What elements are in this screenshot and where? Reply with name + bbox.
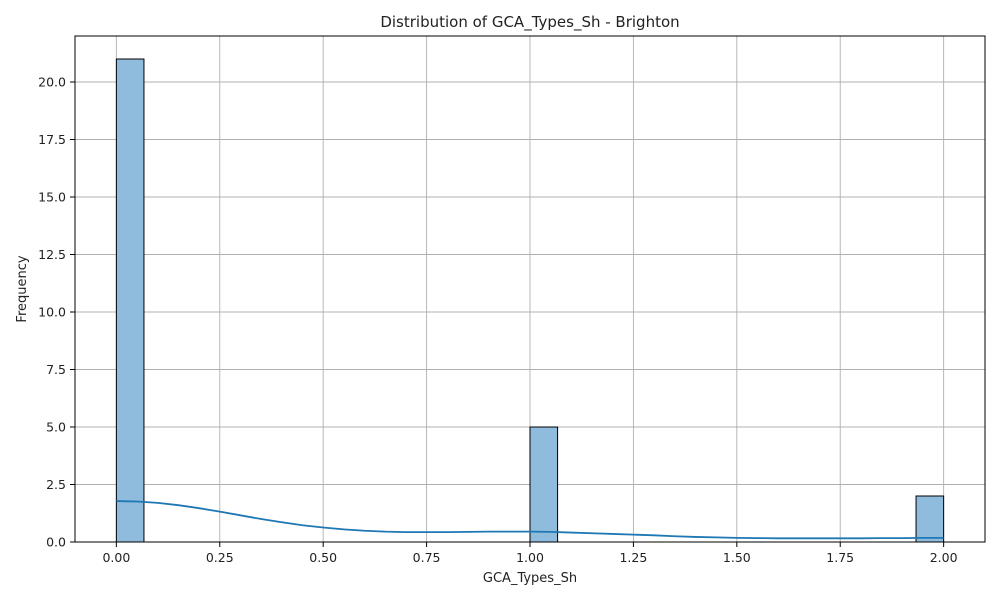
y-tick-label: 0.0: [46, 535, 66, 550]
chart-title: Distribution of GCA_Types_Sh - Brighton: [380, 13, 679, 32]
x-tick-label: 0.00: [102, 550, 130, 565]
y-axis-ticks: 0.0 2.5 5.0 7.5 10.0 12.5 15.0 17.5 20.0: [38, 75, 75, 550]
x-tick-label: 1.50: [723, 550, 751, 565]
x-tick-label: 1.25: [619, 550, 647, 565]
y-tick-label: 15.0: [38, 190, 66, 205]
grid-lines: [75, 36, 985, 543]
histogram-bar: [915, 495, 945, 543]
kde-line: [116, 500, 944, 540]
x-axis-ticks: 0.00 0.25 0.50 0.75 1.00 1.25 1.50 1.75 2.00: [102, 542, 958, 565]
y-tick-label: 17.5: [38, 132, 66, 147]
x-axis-label: GCA_Types_Sh: [483, 571, 577, 586]
y-tick-label: 20.0: [38, 75, 66, 90]
x-tick-label: 1.00: [516, 550, 544, 565]
histogram-bars: [115, 58, 945, 543]
x-tick-label: 2.00: [930, 550, 958, 565]
x-tick-label: 0.75: [413, 550, 441, 565]
x-tick-label: 1.75: [826, 550, 854, 565]
histogram-bar: [115, 58, 145, 543]
histogram-bar: [529, 426, 559, 543]
x-tick-label: 0.25: [206, 550, 234, 565]
x-tick-label: 0.50: [309, 550, 337, 565]
y-tick-label: 12.5: [38, 247, 66, 262]
y-tick-label: 2.5: [46, 477, 66, 492]
y-tick-label: 7.5: [46, 362, 66, 377]
y-tick-label: 10.0: [38, 305, 66, 320]
kde-curve: [116, 500, 944, 540]
y-tick-label: 5.0: [46, 420, 66, 435]
y-axis-label: Frequency: [15, 255, 30, 322]
